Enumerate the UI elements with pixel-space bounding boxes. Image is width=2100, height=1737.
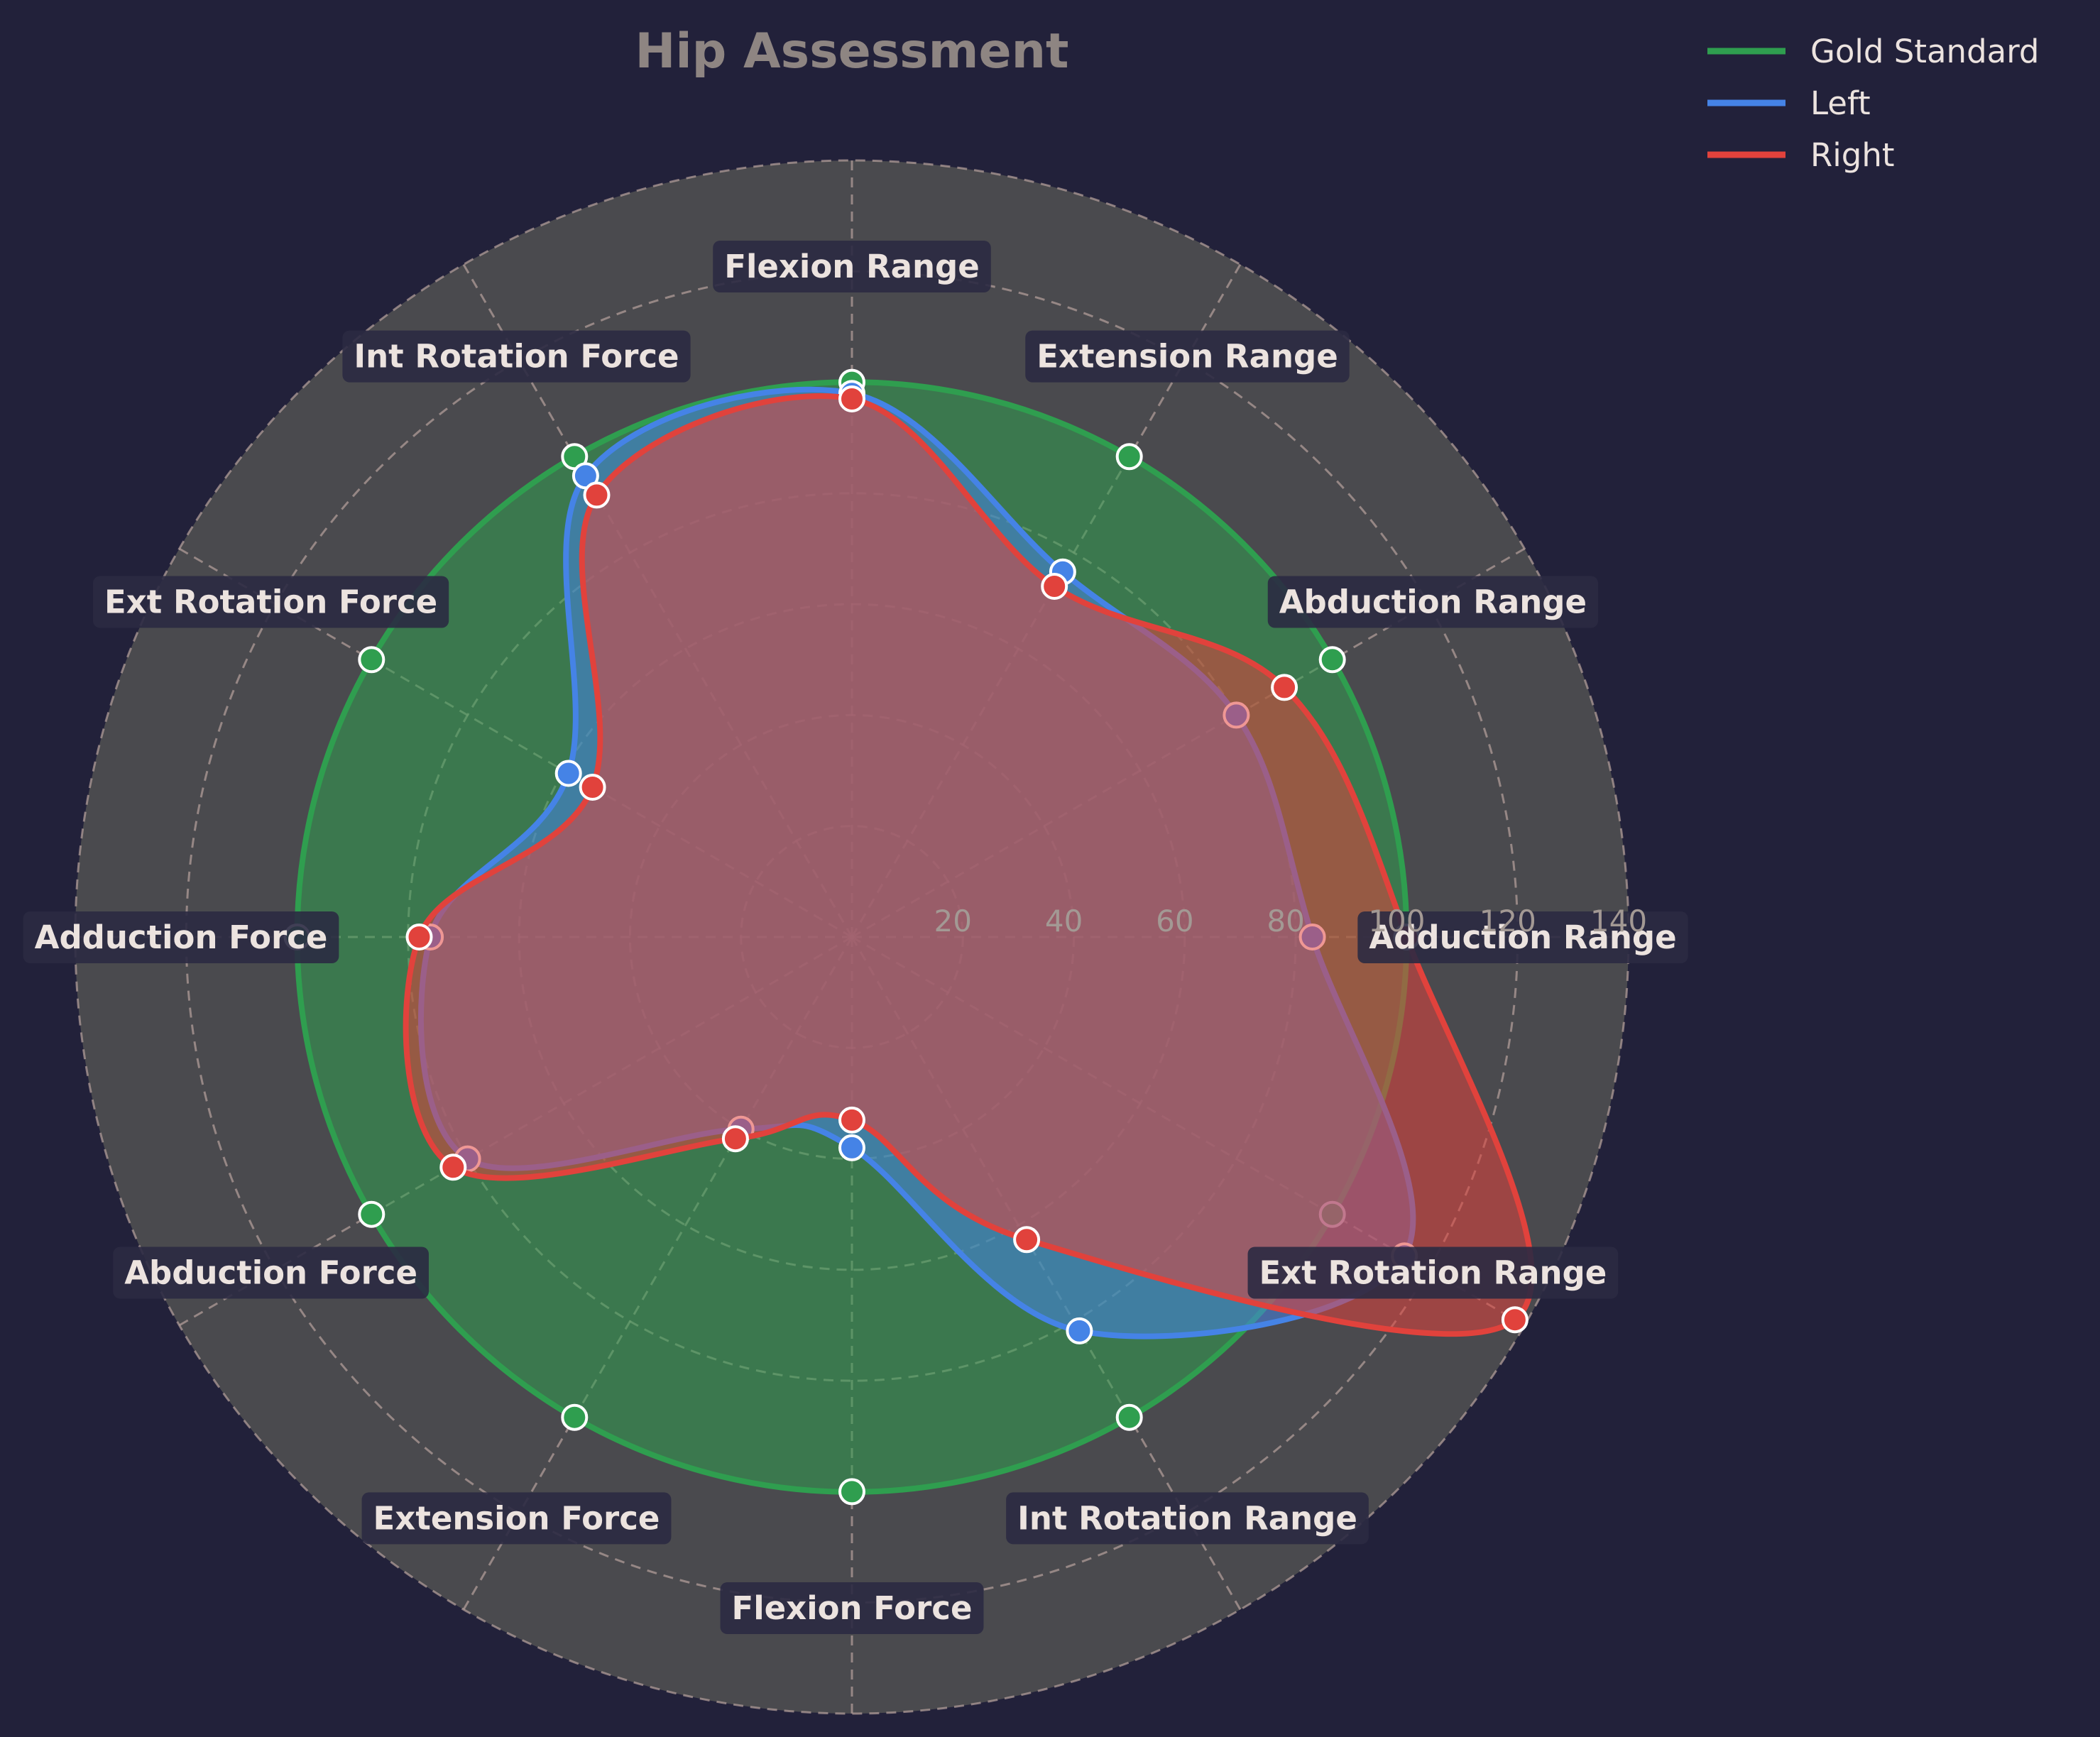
tick-label-100: 100 (1368, 904, 1425, 938)
svg-text:Adduction Force: Adduction Force (35, 919, 328, 956)
point-right-ext-rotation-force (579, 774, 606, 801)
series-right (403, 385, 1535, 1337)
svg-text:Abduction Range: Abduction Range (1279, 583, 1587, 621)
legend-item-right: Right (1707, 136, 1895, 174)
point-gold-standard-ext-rotation-force (358, 646, 385, 674)
tick-label-140: 140 (1590, 904, 1647, 938)
axis-label-abduction-force: Abduction Force (113, 1246, 429, 1299)
point-gold-standard-abduction-range (1318, 646, 1346, 674)
svg-text:Ext Rotation Range: Ext Rotation Range (1259, 1254, 1607, 1292)
legend-item-gold-standard: Gold Standard (1707, 33, 2040, 70)
point-right-int-rotation-range (1013, 1226, 1041, 1254)
axis-label-flexion-range: Flexion Range (713, 241, 991, 292)
svg-text:Extension Range: Extension Range (1037, 338, 1338, 376)
point-right-abduction-force (439, 1154, 467, 1181)
point-gold-standard-flexion-force (838, 1478, 865, 1506)
point-right-int-rotation-force (583, 481, 611, 509)
axis-label-int-rotation-force: Int Rotation Force (342, 330, 691, 383)
tick-label-20: 20 (934, 904, 972, 938)
legend-label-left: Left (1810, 84, 1871, 122)
axis-label-abduction-range: Abduction Range (1267, 576, 1599, 628)
point-left-int-rotation-range (1066, 1317, 1093, 1344)
point-left-ext-rotation-force (554, 760, 582, 787)
axis-label-ext-rotation-force: Ext Rotation Force (93, 576, 449, 628)
axis-label-ext-rotation-range: Ext Rotation Range (1247, 1246, 1619, 1299)
axis-label-adduction-range: Adduction Range (1357, 911, 1688, 963)
axis-label-adduction-force: Adduction Force (23, 911, 339, 963)
point-gold-standard-extension-range (1115, 443, 1143, 471)
point-gold-standard-extension-force (561, 1403, 589, 1431)
legend-item-left: Left (1707, 84, 1871, 122)
axis-label-flexion-force: Flexion Force (720, 1582, 984, 1634)
legend-label-gold-standard: Gold Standard (1810, 33, 2040, 70)
point-right-adduction-force (405, 924, 433, 950)
axis-label-extension-range: Extension Range (1025, 330, 1350, 383)
tick-label-80: 80 (1267, 904, 1304, 938)
tick-label-40: 40 (1045, 904, 1083, 938)
svg-text:Flexion Range: Flexion Range (724, 248, 980, 285)
svg-text:Int Rotation Force: Int Rotation Force (354, 338, 679, 376)
svg-text:Ext Rotation Force: Ext Rotation Force (104, 583, 437, 621)
point-right-extension-force (721, 1125, 749, 1153)
point-right-flexion-range (838, 385, 865, 412)
axis-labels: Flexion Range Extension Range Abduction Ra… (23, 241, 1688, 1634)
point-right-flexion-force (838, 1106, 865, 1134)
legend: Gold Standard Left Right (1707, 33, 2040, 174)
point-right-ext-rotation-range (1501, 1306, 1528, 1334)
tick-label-60: 60 (1156, 904, 1193, 938)
legend-label-right: Right (1810, 136, 1895, 174)
svg-text:Adduction Range: Adduction Range (1369, 919, 1676, 956)
svg-text:Int Rotation Range: Int Rotation Range (1017, 1499, 1357, 1537)
axis-label-extension-force: Extension Force (361, 1492, 672, 1545)
svg-text:Abduction Force: Abduction Force (124, 1254, 417, 1292)
series-layer (283, 368, 1535, 1506)
point-gold-standard-int-rotation-range (1115, 1403, 1143, 1431)
tick-label-120: 120 (1480, 904, 1536, 938)
point-right-extension-range (1041, 573, 1068, 600)
point-gold-standard-abduction-force (358, 1200, 385, 1228)
radial-tick-labels: 20 40 60 80 100 120 140 (934, 904, 1648, 938)
chart-title: Hip Assessment (635, 23, 1068, 80)
point-left-flexion-force (838, 1134, 865, 1161)
point-right-abduction-range (1271, 674, 1298, 701)
axis-label-int-rotation-range: Int Rotation Range (1006, 1492, 1369, 1545)
svg-text:Flexion Force: Flexion Force (732, 1589, 973, 1627)
svg-text:Extension Force: Extension Force (373, 1499, 660, 1537)
